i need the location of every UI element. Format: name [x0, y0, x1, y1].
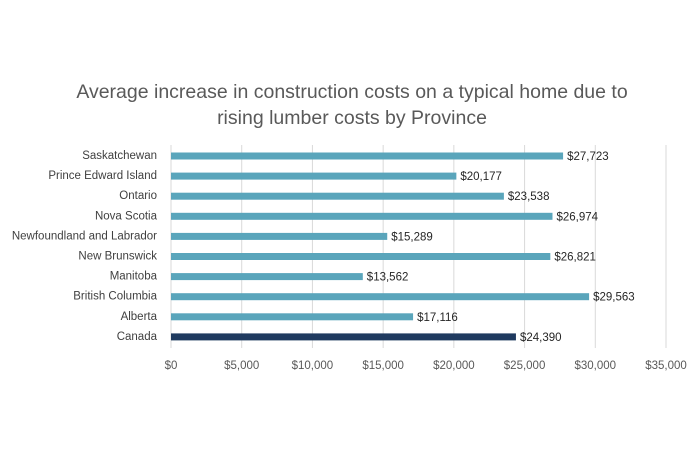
- bar: [171, 232, 388, 240]
- x-tick-label: $15,000: [362, 360, 404, 372]
- data-label: $26,974: [556, 211, 598, 223]
- bars: [171, 152, 590, 341]
- data-label: $29,563: [593, 292, 635, 304]
- data-label: $15,289: [391, 231, 433, 243]
- category-label: Saskatchewan: [82, 150, 157, 162]
- data-label: $13,562: [367, 272, 409, 284]
- category-label: New Brunswick: [78, 251, 157, 263]
- bar: [171, 192, 504, 200]
- bar: [171, 293, 590, 301]
- data-label: $26,821: [554, 252, 596, 264]
- data-label: $27,723: [567, 151, 609, 163]
- category-label: Nova Scotia: [95, 210, 158, 222]
- category-label: Prince Edward Island: [48, 170, 157, 182]
- category-label: Canada: [117, 331, 158, 343]
- x-tick-label: $35,000: [645, 360, 687, 372]
- bar-canada: [171, 333, 516, 341]
- bar: [171, 273, 363, 281]
- x-tick-label: $0: [165, 360, 178, 372]
- x-tick-label: $30,000: [574, 360, 616, 372]
- x-tick-label: $10,000: [292, 360, 334, 372]
- category-label: Newfoundland and Labrador: [12, 230, 157, 242]
- bar: [171, 313, 414, 321]
- data-label: $23,538: [508, 191, 550, 203]
- chart-title-line-1: Average increase in construction costs o…: [76, 81, 628, 103]
- category-label: Manitoba: [110, 271, 158, 283]
- category-label: British Columbia: [73, 291, 157, 303]
- labels: $0 $5,000 $10,000 $15,000 $20,000 $25,000 $30,…: [12, 150, 687, 372]
- category-label: Ontario: [119, 190, 157, 202]
- x-tick-label: $25,000: [504, 360, 546, 372]
- bar: [171, 253, 551, 260]
- chart-title-line-2: rising lumber costs by Province: [217, 107, 487, 129]
- data-label: $20,177: [460, 171, 502, 183]
- bar: [171, 152, 564, 160]
- data-label: $17,116: [417, 312, 458, 324]
- category-label: Alberta: [121, 311, 158, 323]
- data-label: $24,390: [520, 332, 562, 344]
- bar: [171, 172, 457, 180]
- x-tick-label: $5,000: [224, 360, 259, 372]
- bar: [171, 212, 553, 220]
- x-tick-label: $20,000: [433, 360, 475, 372]
